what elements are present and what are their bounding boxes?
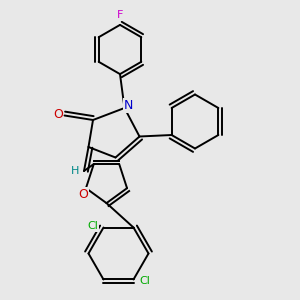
Text: O: O	[53, 107, 63, 121]
Text: Cl: Cl	[140, 276, 150, 286]
Text: Cl: Cl	[88, 221, 98, 231]
Text: O: O	[78, 188, 88, 201]
Text: N: N	[123, 99, 133, 112]
Text: H: H	[71, 166, 79, 176]
Text: F: F	[117, 10, 123, 20]
